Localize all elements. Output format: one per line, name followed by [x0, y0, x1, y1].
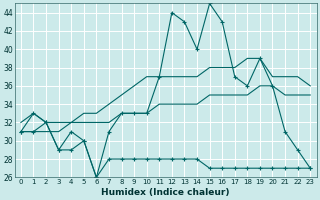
X-axis label: Humidex (Indice chaleur): Humidex (Indice chaleur): [101, 188, 230, 197]
